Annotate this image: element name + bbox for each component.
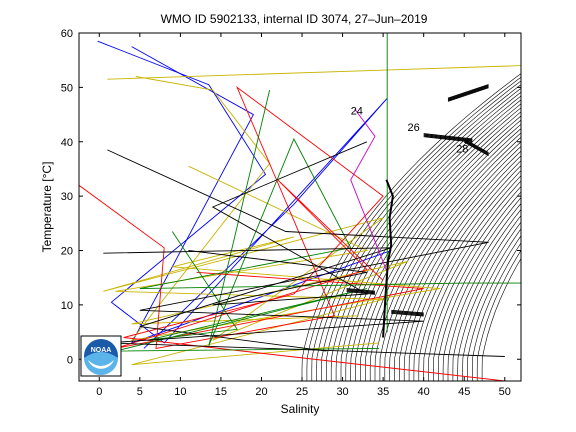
x-axis-ticks: 0 5 10 15 20 25 30 35 40 45 50: [96, 33, 511, 398]
isopycnal-line: [345, 107, 521, 381]
isopycnal-line: [330, 95, 521, 381]
dense-segment: [391, 310, 424, 315]
profile-line-1: [130, 46, 392, 344]
isopycnal-labels: 24 26 28: [351, 106, 469, 156]
profile-line-11: [103, 247, 392, 352]
profile-line-5: [79, 86, 505, 381]
dense-profile-cluster: [346, 84, 489, 338]
isopycnal-line: [457, 221, 521, 381]
logo-gull: [88, 360, 114, 369]
isopycnal-line: [326, 91, 521, 381]
isopycnal-line: [467, 235, 521, 381]
dense-segment: [463, 139, 489, 155]
dense-segment: [346, 288, 376, 292]
x-tick-label: 40: [418, 386, 430, 398]
dense-segment: [463, 138, 489, 154]
isopycnal-label: 28: [456, 144, 468, 156]
dense-segment: [447, 86, 489, 101]
dense-segment: [463, 141, 489, 157]
y-tick-label: 0: [67, 354, 73, 366]
dense-segment: [391, 311, 424, 316]
x-tick-label: 5: [137, 386, 143, 398]
isopycnal-line: [476, 250, 521, 381]
isopycnal-line: [379, 136, 521, 381]
y-axis-ticks: 0 10 20 30 40 50 60: [61, 28, 521, 366]
isopycnal-label: 24: [351, 106, 363, 118]
isopycnal-line: [335, 99, 521, 381]
y-tick-label: 50: [61, 82, 73, 94]
logo-wave: [84, 352, 118, 375]
isopycnal-line: [481, 258, 521, 381]
isopycnal-line: [355, 115, 521, 381]
dense-segment: [447, 87, 489, 102]
isopycnal-line: [369, 128, 521, 381]
dense-segment: [463, 140, 489, 156]
isopycnal-line: [447, 208, 521, 381]
isopycnal-line: [403, 160, 521, 381]
logo-text: NOAA: [91, 347, 112, 354]
profile-line-13: [350, 108, 388, 273]
x-axis-label: Salinity: [281, 402, 320, 416]
x-tick-label: 45: [458, 386, 470, 398]
isopycnal-line: [301, 73, 521, 381]
isopycnal-line: [321, 87, 521, 381]
dense-segment: [391, 309, 424, 314]
x-tick-label: 25: [296, 386, 308, 398]
isopycnal-line: [442, 203, 521, 381]
y-tick-label: 60: [61, 28, 73, 40]
profile-line-12: [188, 141, 369, 306]
isopycnal-line: [311, 80, 521, 381]
dense-segment: [346, 289, 376, 293]
dense-segment: [346, 291, 376, 295]
profile-line-2: [107, 65, 521, 80]
x-tick-label: 15: [215, 386, 227, 398]
y-axis-label: Temperature [°C]: [40, 162, 54, 253]
noaa-logo: NOAA: [80, 335, 122, 377]
isopycnal-line: [452, 215, 521, 381]
core-profile: [382, 179, 394, 338]
x-tick-label: 20: [255, 386, 267, 398]
y-tick-label: 40: [61, 137, 73, 149]
isopycnal-line: [423, 180, 521, 381]
isopycnal-line: [438, 197, 521, 381]
dense-segment: [447, 85, 489, 100]
dense-segment: [346, 290, 376, 294]
isopycnal-line: [340, 103, 521, 381]
isopycnal-line: [428, 185, 521, 381]
x-tick-label: 50: [499, 386, 511, 398]
y-tick-label: 20: [61, 246, 73, 258]
chart-title: WMO ID 5902133, internal ID 3074, 27–Jun…: [161, 12, 428, 26]
isopycnal-label: 26: [407, 122, 419, 134]
isopycnal-line: [413, 170, 521, 381]
profile-line-7: [139, 89, 521, 346]
x-tick-label: 0: [96, 386, 102, 398]
isopycnal-line: [418, 175, 521, 381]
dense-segment: [391, 312, 424, 317]
isopycnal-line: [360, 119, 521, 381]
isopycnal-line: [365, 123, 521, 381]
isopycnal-line: [350, 111, 521, 381]
y-tick-label: 10: [61, 300, 73, 312]
x-tick-label: 35: [377, 386, 389, 398]
dense-segment: [423, 133, 473, 140]
isopycnal-line: [408, 165, 521, 381]
isopycnal-line: [399, 155, 521, 381]
isopycnal-line: [433, 191, 521, 381]
x-tick-label: 10: [174, 386, 186, 398]
y-tick-label: 30: [61, 191, 73, 203]
isopycnal-line: [472, 242, 521, 381]
isopycnal-line: [462, 228, 521, 381]
isopycnal-line: [306, 76, 521, 381]
x-tick-label: 30: [336, 386, 348, 398]
dense-segment: [447, 84, 489, 99]
plot-area-frame: [78, 32, 522, 382]
